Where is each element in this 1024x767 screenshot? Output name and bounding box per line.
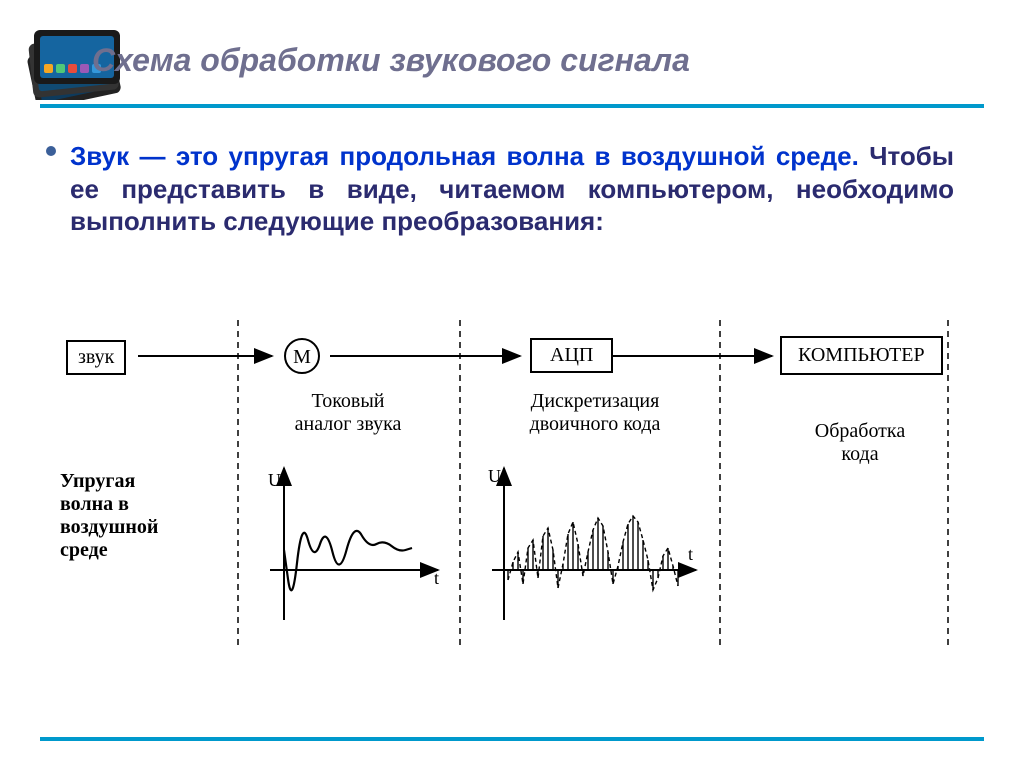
label-wave: Упругая волна в воздушной среде: [60, 470, 200, 562]
label-analog: Токовый аналог звука: [258, 390, 438, 436]
axis-u-2: U: [488, 466, 501, 486]
discrete-wave-plot: U t: [480, 460, 710, 640]
axis-u-1: U: [268, 470, 281, 490]
page-title: Схема обработки звукового сигнала: [92, 42, 690, 79]
axis-t-2: t: [688, 544, 693, 564]
axis-t-1: t: [434, 568, 439, 588]
bullet-blue: Звук — это упругая продольная волна в во…: [70, 141, 859, 171]
bullet-icon: [46, 146, 56, 156]
label-processing: Обработка кода: [780, 420, 940, 466]
divider-bottom: [40, 737, 984, 741]
label-discrete: Дискретизация двоичного кода: [490, 390, 700, 436]
analog-wave-plot: U t: [250, 460, 450, 640]
bullet-text: Звук — это упругая продольная волна в во…: [70, 140, 954, 238]
flow-arrows: [60, 320, 964, 390]
divider-top: [40, 104, 984, 108]
signal-diagram: звук М АЦП КОМПЬЮТЕР Токовый аналог звук…: [60, 320, 964, 700]
